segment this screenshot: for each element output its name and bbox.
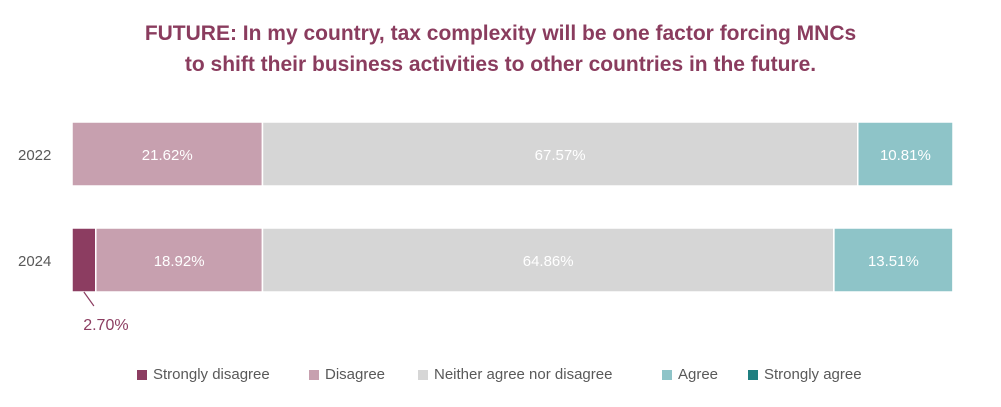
- legend-item-2: Neither agree nor disagree: [418, 366, 612, 383]
- bar-segment-2022-1: [71, 121, 264, 187]
- legend-item-4: Strongly agree: [748, 366, 862, 383]
- data-label-2024-2: 64.86%: [523, 253, 574, 270]
- legend-item-3: Agree: [662, 366, 718, 383]
- chart-title-line-1: FUTURE: In my country, tax complexity wi…: [144, 22, 857, 45]
- bar-segment-2022-3: [857, 121, 954, 187]
- chart-title: FUTURE: In my country, tax complexity wi…: [0, 18, 1001, 80]
- legend-label: Disagree: [325, 366, 386, 383]
- data-label-2022-1: 21.62%: [142, 147, 193, 164]
- legend-label: Agree: [678, 366, 719, 383]
- bar-segment-2024-1: [95, 227, 264, 293]
- legend-label: Neither agree nor disagree: [434, 366, 613, 383]
- bar-segment-2024-2: [261, 227, 835, 293]
- data-label-2024-0: 2.70%: [83, 317, 128, 334]
- category-label-2022: 2022: [18, 147, 51, 164]
- data-label-2024-3: 13.51%: [868, 253, 919, 270]
- category-label-2024: 2024: [18, 253, 51, 270]
- legend-swatch: [418, 369, 428, 380]
- legend-swatch: [748, 369, 758, 380]
- data-label-2024-1: 18.92%: [154, 253, 205, 270]
- chart-title-line-2: to shift their business activities to ot…: [184, 53, 817, 76]
- legend-label: Strongly disagree: [153, 366, 270, 383]
- legend-swatch: [662, 369, 672, 380]
- data-label-2022-2: 67.57%: [535, 147, 586, 164]
- legend-swatch: [309, 369, 319, 380]
- bar-segment-2024-0: [71, 227, 97, 293]
- data-label-leader-2024-0: [83, 291, 95, 307]
- legend-swatch: [137, 369, 147, 380]
- legend-item-1: Disagree: [309, 366, 385, 383]
- chart-legend: Strongly disagree Disagree Neither agree n…: [0, 366, 1001, 388]
- legend-label: Strongly agree: [764, 366, 862, 383]
- bar-segment-2024-3: [833, 227, 954, 293]
- data-label-2022-3: 10.81%: [880, 147, 931, 164]
- legend-item-0: Strongly disagree: [137, 366, 270, 383]
